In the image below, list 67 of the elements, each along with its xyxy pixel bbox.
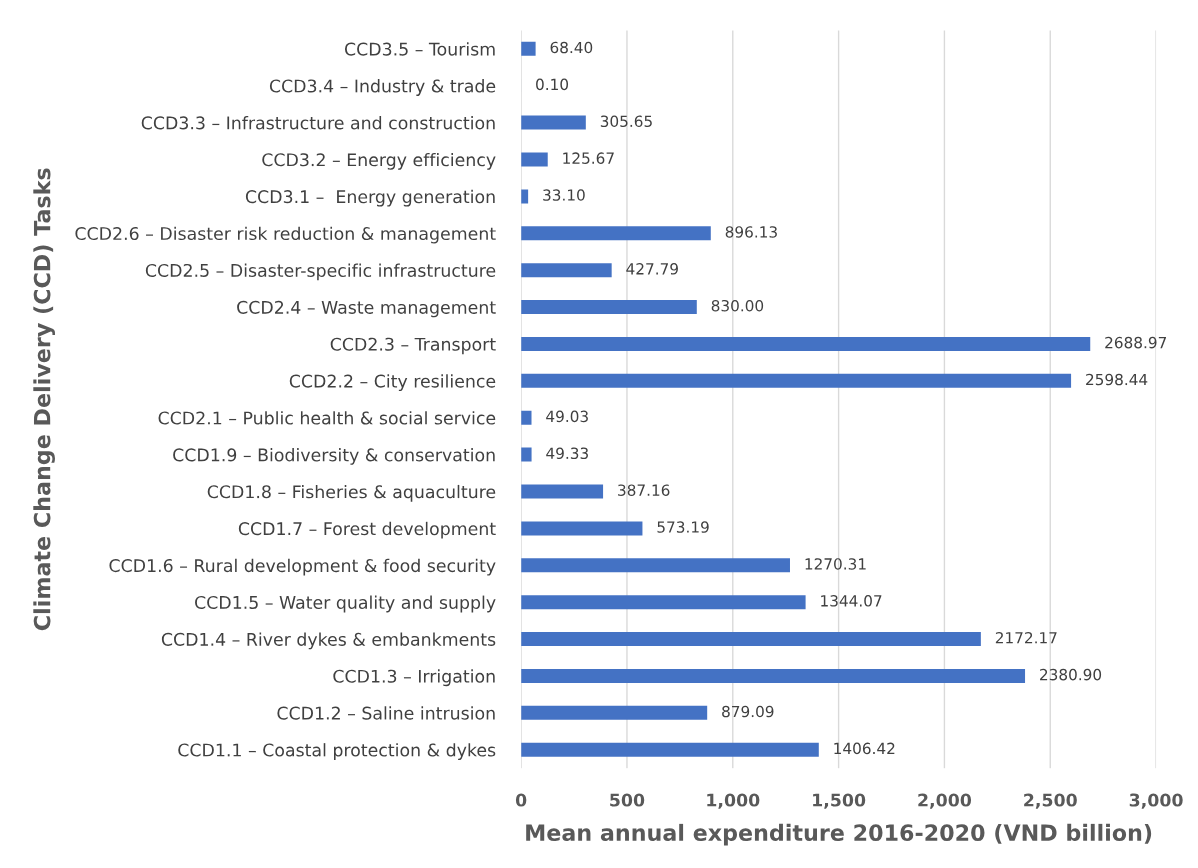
bar (521, 447, 532, 462)
y-tick-label: CCD1.6 – Rural development & food security (109, 558, 496, 576)
data-label: 2172.17 (995, 631, 1057, 644)
y-tick-label: CCD2.3 – Transport (330, 337, 496, 355)
data-label: 1406.42 (834, 742, 895, 755)
bar (521, 521, 643, 536)
data-label: 68.40 (550, 41, 593, 54)
y-tick-label: CCD1.3 – Irrigation (333, 669, 495, 687)
x-tick-label: 2,000 (918, 793, 972, 809)
data-label: 427.79 (626, 263, 678, 275)
data-label: 896.13 (725, 226, 777, 238)
data-label: 2688.97 (1105, 336, 1166, 349)
y-tick-label: CCD1.1 – Coastal protection & dykes (178, 743, 496, 760)
y-tick-label: CCD2.5 – Disaster-specific infrastructure (145, 263, 496, 281)
data-label: 2598.44 (1086, 373, 1148, 386)
bar (521, 373, 1072, 388)
bar (521, 632, 981, 647)
data-label: 1344.07 (821, 595, 882, 607)
y-tick-label: CCD2.6 – Disaster risk reduction & management (75, 226, 496, 244)
y-tick-label: CCD3.2 – Energy efficiency (262, 152, 496, 170)
y-tick-label: CCD1.9 – Biodiversity & conservation (173, 448, 495, 465)
y-tick-label: CCD2.4 – Waste management (237, 300, 496, 318)
y-tick-label: CCD1.4 – River dykes & embankments (161, 632, 496, 650)
y-tick-label: CCD1.8 – Fisheries & aquaculture (207, 484, 496, 502)
bar (521, 558, 790, 573)
data-label: 125.67 (563, 152, 614, 164)
x-tick-label: 0 (515, 793, 527, 807)
data-label: 879.09 (722, 705, 774, 718)
bar (521, 115, 586, 130)
bar (521, 226, 711, 241)
x-tick-label: 1,000 (707, 793, 760, 809)
data-label: 0.10 (536, 78, 569, 91)
x-tick-label: 2,500 (1024, 793, 1077, 809)
bar (521, 410, 532, 425)
bar (521, 742, 819, 757)
bar (521, 595, 806, 610)
bar (521, 668, 1026, 683)
data-label: 49.33 (546, 447, 588, 460)
y-tick-label: CCD1.2 – Saline intrusion (277, 706, 495, 720)
data-label: 2380.90 (1040, 668, 1102, 681)
bar (521, 484, 604, 499)
y-tick-label: CCD3.4 – Industry & trade (269, 79, 496, 96)
data-label: 387.16 (618, 484, 670, 496)
y-tick-label: CCD3.1 – Energy generation (245, 189, 495, 207)
data-label: 49.03 (546, 410, 588, 423)
bar (521, 705, 708, 720)
data-label: 573.19 (657, 521, 709, 533)
bar (521, 300, 697, 315)
bar (521, 152, 548, 167)
x-axis-title: Mean annual expenditure 2016-2020 (VND billion) (526, 823, 1152, 846)
x-tick-label: 500 (610, 793, 645, 807)
x-tick-label: 1,500 (813, 793, 866, 809)
y-tick-label: CCD3.5 – Tourism (344, 42, 495, 56)
bar (521, 263, 612, 278)
data-label: 33.10 (543, 189, 585, 201)
data-label: 1270.31 (805, 558, 866, 570)
y-axis-title: Climate Change Delivery (CCD) Tasks (33, 168, 55, 631)
y-tick-label: CCD3.3 – Infrastructure and construction (141, 116, 495, 130)
bar (521, 41, 536, 56)
x-tick-label: 3,000 (1129, 793, 1183, 809)
y-tick-label: CCD2.1 – Public health & social service (158, 411, 496, 425)
data-label: 830.00 (711, 299, 764, 312)
y-tick-label: CCD1.5 – Water quality and supply (195, 595, 496, 613)
y-tick-label: CCD1.7 – Forest development (238, 521, 496, 539)
y-tick-label: CCD2.2 – City resilience (289, 374, 496, 392)
bar (521, 336, 1091, 351)
data-label: 305.65 (600, 115, 652, 128)
